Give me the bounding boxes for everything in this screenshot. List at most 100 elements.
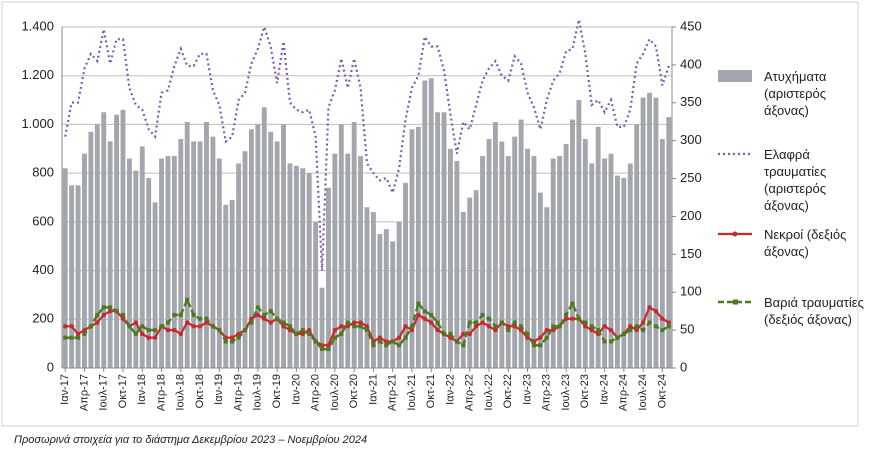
bar	[159, 158, 164, 368]
x-tick-label: Οκτ-23	[579, 374, 591, 408]
legend-label: Ελαφρά τραυματίες (αριστερός άξονας)	[764, 147, 827, 213]
point	[178, 312, 183, 317]
point	[602, 339, 607, 344]
x-tick-label: Ιαν-18	[136, 374, 148, 405]
point	[628, 328, 633, 333]
bar	[204, 121, 209, 368]
bar	[364, 207, 370, 368]
point	[499, 320, 504, 325]
y-tick-label: 800	[32, 165, 54, 180]
point	[653, 308, 659, 314]
point	[307, 327, 312, 333]
point	[628, 324, 633, 329]
point	[416, 301, 421, 306]
bar	[229, 199, 235, 368]
point	[589, 324, 594, 329]
bar	[537, 192, 543, 368]
y-tick-label: 400	[32, 262, 54, 277]
bar	[582, 139, 588, 368]
point	[570, 316, 575, 321]
point	[152, 335, 158, 340]
x-tick-label: Απρ-21	[387, 374, 399, 411]
point	[653, 324, 658, 329]
x-tick-label: Οκτ-20	[348, 374, 360, 408]
y2-tick-label: 250	[680, 170, 702, 185]
point	[397, 343, 402, 348]
bar	[351, 121, 357, 368]
point	[640, 320, 646, 325]
point	[448, 331, 453, 336]
bar	[563, 143, 569, 368]
point	[281, 324, 286, 329]
point	[512, 320, 517, 325]
point	[371, 343, 376, 348]
point	[191, 312, 196, 317]
bar	[287, 163, 293, 368]
point	[243, 328, 247, 333]
bar	[165, 156, 171, 368]
point	[467, 331, 472, 337]
bar	[139, 146, 145, 368]
bar	[589, 163, 595, 368]
point	[551, 327, 556, 333]
point	[229, 335, 235, 340]
point	[563, 316, 569, 321]
point	[557, 324, 562, 329]
point	[339, 331, 344, 336]
point	[358, 324, 363, 329]
y-tick-label: 1.400	[21, 18, 54, 33]
y-tick-label: 1.000	[21, 116, 54, 131]
point	[140, 331, 145, 337]
x-tick-label: Απρ-18	[155, 374, 167, 411]
point	[185, 297, 190, 302]
point	[358, 320, 363, 325]
bar	[377, 234, 383, 368]
point	[461, 331, 466, 337]
point	[249, 320, 254, 325]
point	[159, 324, 164, 329]
bar	[640, 97, 646, 368]
point	[198, 316, 203, 321]
point	[396, 335, 402, 340]
bar	[82, 153, 87, 368]
point	[608, 327, 614, 333]
point	[339, 324, 344, 329]
bar	[544, 207, 550, 368]
point	[230, 339, 235, 344]
bar	[492, 121, 498, 368]
point	[621, 331, 626, 336]
point	[262, 312, 267, 317]
point	[140, 324, 145, 329]
point	[178, 331, 183, 337]
point	[487, 316, 491, 321]
bar	[255, 124, 261, 368]
legend-label: Νεκροί (δεξιός άξονας)	[764, 227, 847, 259]
bar	[403, 182, 408, 368]
bar	[415, 126, 421, 368]
point	[454, 339, 459, 344]
point	[602, 324, 607, 329]
point	[287, 324, 292, 329]
point	[63, 335, 68, 340]
bar	[300, 168, 306, 368]
bar	[191, 141, 197, 368]
point	[403, 335, 408, 340]
point	[641, 328, 646, 333]
point	[210, 324, 215, 329]
x-tick-label: Ιαν-22	[444, 374, 456, 405]
point	[403, 324, 408, 329]
bar	[332, 153, 338, 368]
point	[262, 316, 267, 321]
point	[300, 328, 305, 333]
bar	[608, 153, 614, 368]
point	[107, 308, 113, 314]
point	[332, 335, 337, 340]
bar	[383, 229, 389, 368]
x-tick-label: Ιουλ-20	[329, 374, 341, 411]
x-tick-label: Απρ-20	[310, 374, 322, 411]
bar	[345, 153, 351, 368]
bar	[602, 158, 608, 368]
bar	[358, 156, 364, 368]
bar	[370, 212, 376, 368]
